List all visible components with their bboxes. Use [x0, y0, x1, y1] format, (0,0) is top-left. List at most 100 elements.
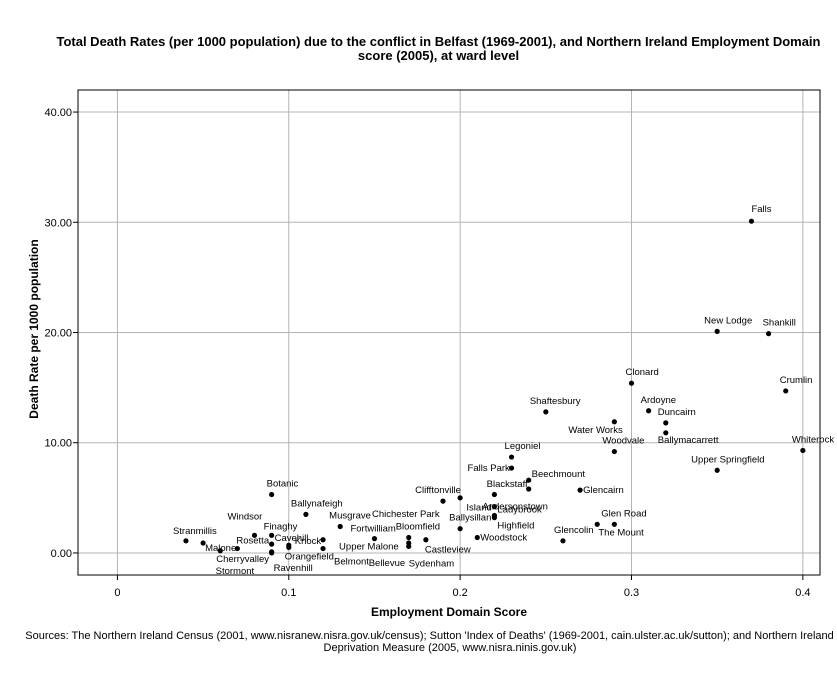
data-point — [406, 534, 412, 541]
data-point-label: Glencairn — [583, 485, 624, 496]
data-point-label: Whiterock — [792, 434, 834, 445]
x-tick-label: 0.2 — [452, 587, 467, 599]
data-point — [269, 550, 275, 556]
data-point-label: Island — [466, 503, 491, 514]
data-point — [714, 467, 720, 473]
data-point — [526, 477, 532, 483]
data-point — [200, 540, 206, 546]
data-point — [234, 545, 240, 552]
y-axis-label: Death Rate per 1000 population — [27, 239, 41, 418]
data-point-label: Andersonstown — [482, 502, 547, 513]
data-point-label: New Lodge — [704, 315, 752, 326]
data-point-label: Ballysillan — [449, 513, 491, 524]
data-point-label: Woodvale — [602, 436, 644, 447]
data-point — [269, 491, 275, 498]
x-axis-label: Employment Domain Score — [371, 605, 527, 619]
data-point-label: Orangefield — [285, 551, 334, 562]
data-point-label: Crumlin — [780, 375, 813, 386]
data-point-label: Ballynafeigh — [291, 498, 343, 509]
data-point — [508, 465, 515, 471]
data-point-label: Glencolin — [554, 525, 594, 536]
y-tick-label: 10.00 — [44, 438, 72, 450]
data-point — [663, 430, 669, 436]
data-point — [269, 541, 275, 547]
data-point-label: Falls — [751, 204, 771, 215]
data-point-label: Legoniel — [505, 441, 541, 452]
data-point-label: Musgrave — [329, 511, 371, 522]
data-point-label: Botanic — [267, 479, 299, 490]
data-point-label: Glen Road — [601, 508, 646, 519]
data-point-label: Knock — [295, 536, 322, 547]
data-point — [560, 538, 566, 544]
data-point — [371, 536, 378, 542]
data-point — [714, 328, 720, 334]
data-point — [526, 486, 532, 492]
y-tick-label: 0.00 — [51, 548, 72, 560]
data-point-label: Upper Springfield — [691, 454, 764, 465]
scatter-chart: 0 0.1 0.2 0.3 0.4 0.00 10.00 20.00 30.00 40.00 Fa… — [27, 89, 834, 619]
data-point-label: Fortwilliam — [350, 524, 395, 535]
data-point-label: Finaghy — [264, 521, 298, 532]
data-point — [251, 532, 258, 538]
data-point-label: Upper Malone — [339, 542, 399, 553]
data-point-label: Bloomfield — [396, 522, 440, 533]
data-point — [646, 408, 652, 414]
data-point-label: Blackstaff — [487, 479, 528, 490]
data-point — [577, 487, 583, 493]
chart-title: Total Death Rates (per 1000 population) … — [56, 34, 821, 63]
data-point-label: Beechmount — [532, 469, 586, 480]
data-point — [611, 419, 617, 425]
data-point-label: Cavehill — [275, 533, 309, 544]
data-point-label: Ballymacarrett — [658, 435, 719, 446]
data-point — [783, 388, 789, 394]
data-point — [491, 491, 498, 498]
data-point-label: Bellevue — [369, 558, 405, 569]
data-point — [423, 537, 429, 543]
data-point — [628, 380, 635, 386]
x-tick-label: 0.1 — [281, 587, 296, 599]
data-point — [440, 498, 446, 504]
data-point-label: Ardoyne — [641, 395, 676, 406]
data-point-label: Clonard — [626, 367, 659, 378]
data-point — [508, 454, 515, 460]
data-point — [457, 495, 463, 501]
data-point-label: Falls Park — [468, 463, 510, 474]
data-point — [286, 544, 292, 551]
data-point-label: Stranmillis — [173, 526, 217, 537]
data-point — [457, 526, 463, 532]
data-point — [611, 448, 617, 455]
y-tick-label: 40.00 — [44, 107, 72, 119]
y-tick-label: 30.00 — [44, 217, 72, 229]
data-point — [663, 420, 669, 426]
data-point — [303, 511, 309, 517]
data-point-label: Rosetta — [236, 536, 269, 547]
x-tick-label: 0.4 — [795, 587, 810, 599]
data-point — [217, 548, 223, 554]
data-point-label: Clifftonville — [415, 485, 461, 496]
data-point — [320, 537, 326, 543]
data-point — [543, 409, 549, 415]
data-point-label: Belmont — [334, 557, 369, 568]
data-point — [337, 523, 343, 530]
data-points — [183, 218, 806, 556]
data-point — [765, 331, 772, 337]
data-point — [474, 534, 480, 541]
data-point-label: Chichester Park — [372, 509, 440, 520]
data-point-label: Stormont — [216, 566, 255, 577]
data-point-label: Cherryvalley — [216, 554, 269, 565]
point-labels: Falls New Lodge Shankill Clonard Crumlin Ardo… — [173, 204, 834, 577]
data-point-label: Woodstock — [480, 533, 527, 544]
data-point — [183, 538, 189, 544]
data-point — [594, 521, 600, 527]
x-tick-label: 0 — [114, 587, 120, 599]
data-point — [269, 532, 275, 538]
grid-lines — [78, 90, 820, 575]
data-point-label: Duncairn — [658, 407, 696, 418]
data-point — [491, 504, 498, 510]
data-point-label: Sydenham — [409, 558, 455, 569]
data-point-label: Ravenhill — [274, 563, 313, 574]
data-point-label: The Mount — [598, 527, 644, 538]
data-point-label: Shaftesbury — [530, 396, 581, 407]
data-point — [491, 515, 498, 521]
data-point — [406, 543, 412, 549]
